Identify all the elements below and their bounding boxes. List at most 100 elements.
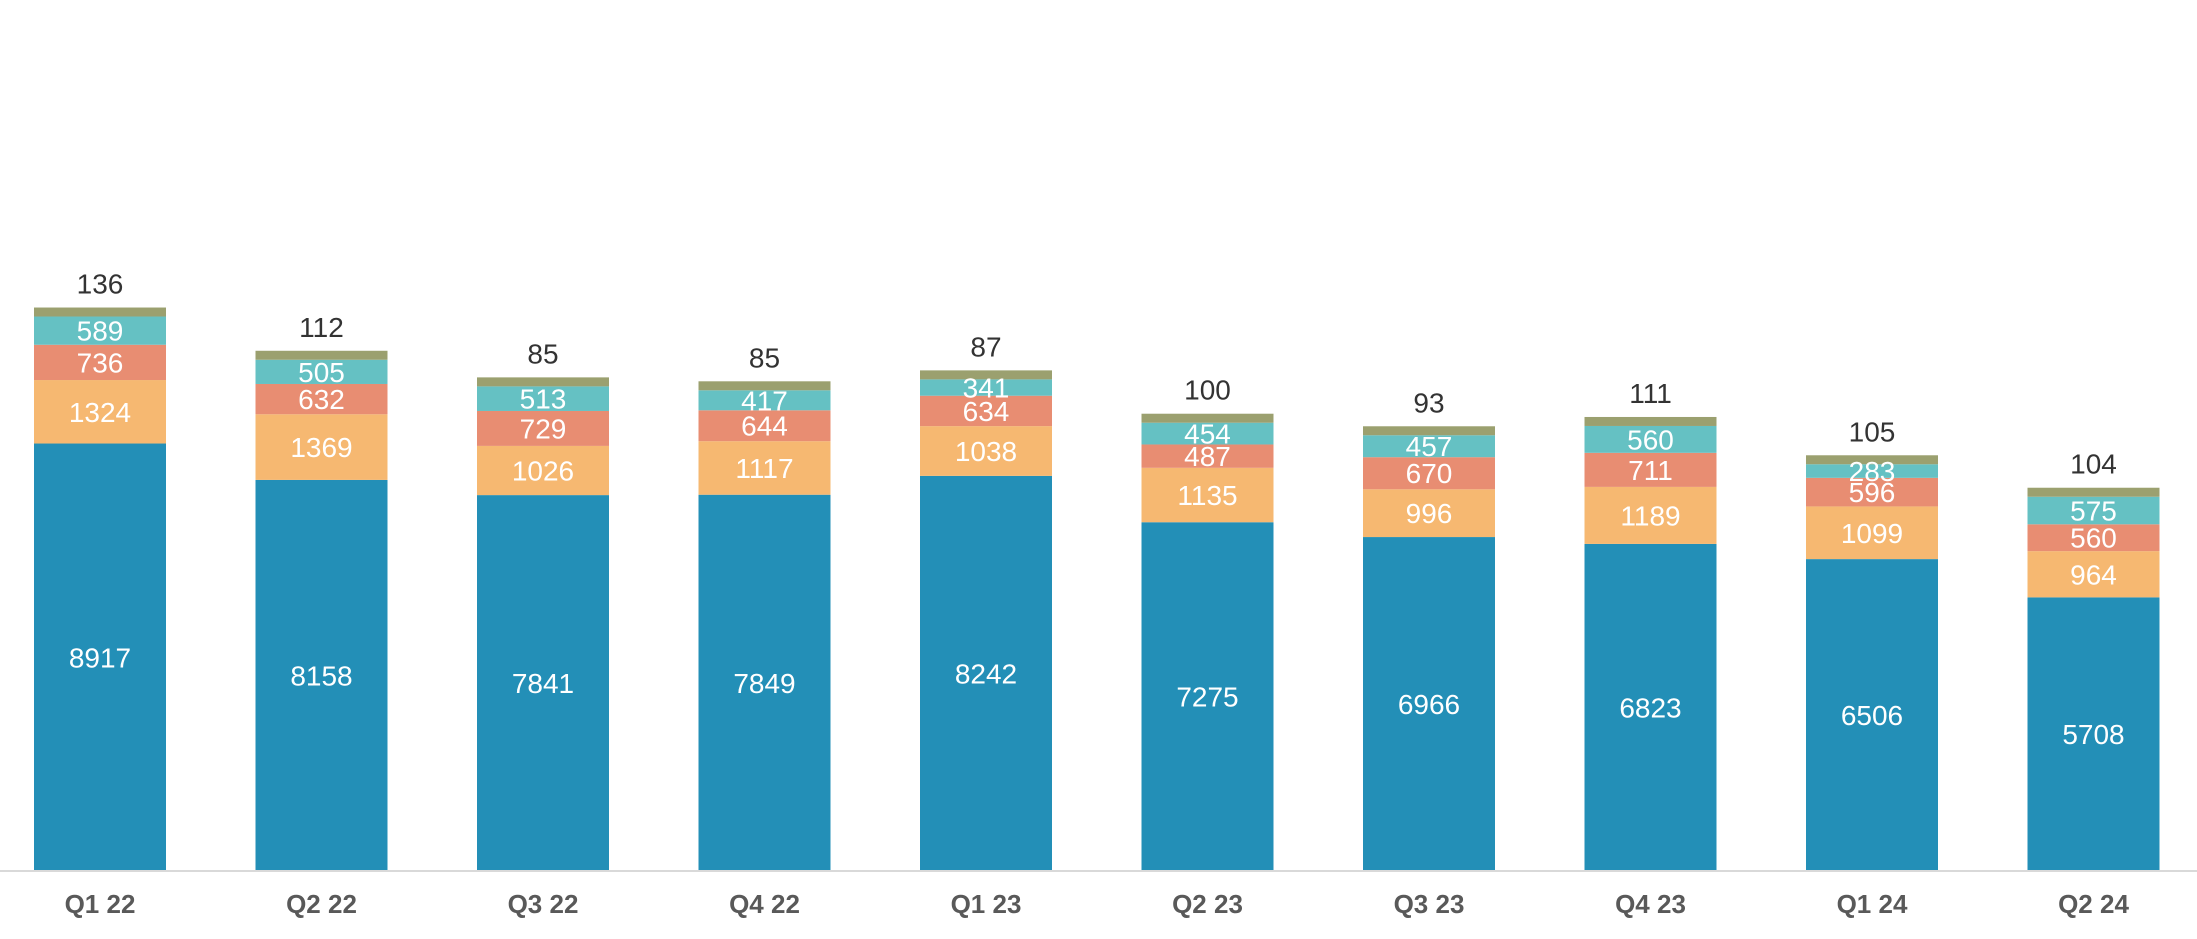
data-label: 670 xyxy=(1406,458,1453,489)
data-label: 341 xyxy=(963,373,1010,404)
category-labels-group: Q1 22 Q2 22 Q3 22 Q4 22 Q1 23 Q2 23 Q3 23 Q4 23… xyxy=(65,889,2130,919)
data-label: 1026 xyxy=(512,456,574,487)
data-label: 7849 xyxy=(733,668,795,699)
bar-segment-2-q1-24 xyxy=(1806,506,1938,560)
bar-segment-4-q4-22 xyxy=(698,390,831,411)
data-label: 736 xyxy=(77,347,124,378)
data-label: 560 xyxy=(1627,424,1674,455)
bar-segment-5-q3-23 xyxy=(1363,426,1495,436)
data-label: 632 xyxy=(298,384,345,415)
bar-segment-3-q3-22 xyxy=(477,410,609,446)
bar-segment-2-q1-23 xyxy=(920,426,1052,476)
data-label: 996 xyxy=(1406,498,1453,529)
bar-segment-2-q2-22 xyxy=(255,414,388,480)
bar-segment-1-q2-24 xyxy=(2027,597,2160,871)
data-label: 1369 xyxy=(290,432,352,463)
category-tick-label: Q1 24 xyxy=(1837,889,1908,919)
data-label: 575 xyxy=(2070,496,2117,527)
data-label: 6966 xyxy=(1398,689,1460,720)
data-label: 5708 xyxy=(2062,719,2124,750)
bar-segment-3-q4-22 xyxy=(698,410,831,442)
bar-segment-5-q2-24 xyxy=(2027,487,2160,497)
bar-segment-1-q1-24 xyxy=(1806,559,1938,871)
bar-segment-4-q1-22 xyxy=(34,316,166,345)
bar-segment-2-q3-23 xyxy=(1363,489,1495,538)
data-label: 1099 xyxy=(1841,518,1903,549)
bar-segment-5-q3-22 xyxy=(477,377,609,387)
bar-segment-4-q1-23 xyxy=(920,379,1052,396)
bar-segment-2-q2-23 xyxy=(1141,467,1274,523)
data-label: 1117 xyxy=(735,453,793,484)
bar-segment-3-q1-23 xyxy=(920,395,1052,427)
bar-segment-1-q3-23 xyxy=(1363,537,1495,871)
data-label: 283 xyxy=(1849,456,1896,487)
top-data-label: 85 xyxy=(527,338,558,369)
top-data-label: 85 xyxy=(749,342,780,373)
bar-segment-1-q1-23 xyxy=(920,475,1052,871)
bar-segment-5-q1-22 xyxy=(34,307,166,317)
bar-segment-5-q1-24 xyxy=(1806,455,1938,465)
bar-segment-4-q2-22 xyxy=(255,359,388,384)
category-tick-label: Q4 23 xyxy=(1615,889,1686,919)
bar-segment-3-q2-24 xyxy=(2027,524,2160,552)
bar-segment-5-q4-22 xyxy=(698,381,831,391)
top-data-label: 105 xyxy=(1849,416,1896,447)
data-label: 513 xyxy=(520,384,567,415)
top-data-label: 93 xyxy=(1413,387,1444,418)
bar-segment-3-q1-24 xyxy=(1806,477,1938,507)
bar-segment-3-q1-22 xyxy=(34,344,166,381)
data-label: 634 xyxy=(963,396,1010,427)
data-label: 7841 xyxy=(512,668,574,699)
category-tick-label: Q3 22 xyxy=(508,889,579,919)
top-data-label: 136 xyxy=(77,269,124,300)
top-data-label: 112 xyxy=(299,312,344,343)
data-label: 6823 xyxy=(1619,692,1681,723)
data-label: 457 xyxy=(1406,431,1453,462)
bar-segment-4-q2-24 xyxy=(2027,496,2160,525)
top-data-label: 100 xyxy=(1184,375,1231,406)
bar-segment-4-q1-24 xyxy=(1806,464,1938,478)
bar-segment-2-q4-22 xyxy=(698,441,831,495)
data-label: 1189 xyxy=(1620,500,1680,531)
top-data-label: 87 xyxy=(970,331,1001,362)
category-tick-label: Q1 23 xyxy=(951,889,1022,919)
bar-segment-1-q1-22 xyxy=(34,443,166,871)
category-tick-label: Q3 23 xyxy=(1394,889,1465,919)
data-label: 8917 xyxy=(69,642,131,673)
data-label: 729 xyxy=(520,413,567,444)
category-tick-label: Q2 23 xyxy=(1172,889,1243,919)
bar-segment-1-q2-22 xyxy=(255,479,388,871)
data-label: 711 xyxy=(1628,455,1673,486)
category-tick-label: Q2 22 xyxy=(286,889,357,919)
bar-segment-4-q4-23 xyxy=(1584,425,1717,453)
bar-segment-3-q4-23 xyxy=(1584,452,1717,487)
bar-segment-5-q1-23 xyxy=(920,370,1052,380)
data-label: 417 xyxy=(741,385,788,416)
bar-segment-4-q3-22 xyxy=(477,386,609,411)
top-data-label: 104 xyxy=(2070,449,2117,480)
data-label: 505 xyxy=(298,357,345,388)
data-label: 1324 xyxy=(69,397,131,428)
data-label: 964 xyxy=(2070,559,2117,590)
data-label: 1038 xyxy=(955,436,1017,467)
bar-segment-3-q2-22 xyxy=(255,383,388,415)
bar-segment-1-q4-23 xyxy=(1584,543,1717,871)
bar-segment-2-q1-22 xyxy=(34,380,166,444)
top-data-label: 111 xyxy=(1629,378,1672,409)
bar-segment-5-q2-23 xyxy=(1141,413,1274,423)
data-label: 560 xyxy=(2070,523,2117,554)
bar-segment-1-q3-22 xyxy=(477,495,609,871)
bar-segment-1-q4-22 xyxy=(698,494,831,871)
bar-segment-2-q3-22 xyxy=(477,445,609,496)
data-label: 8242 xyxy=(955,658,1017,689)
category-tick-label: Q1 22 xyxy=(65,889,136,919)
data-label: 6506 xyxy=(1841,700,1903,731)
data-label: 7275 xyxy=(1176,682,1238,713)
category-tick-label: Q4 22 xyxy=(729,889,800,919)
data-label: 644 xyxy=(741,411,788,442)
bar-segment-5-q4-23 xyxy=(1584,416,1717,426)
category-tick-label: Q2 24 xyxy=(2058,889,2129,919)
bar-segment-1-q2-23 xyxy=(1141,522,1274,871)
